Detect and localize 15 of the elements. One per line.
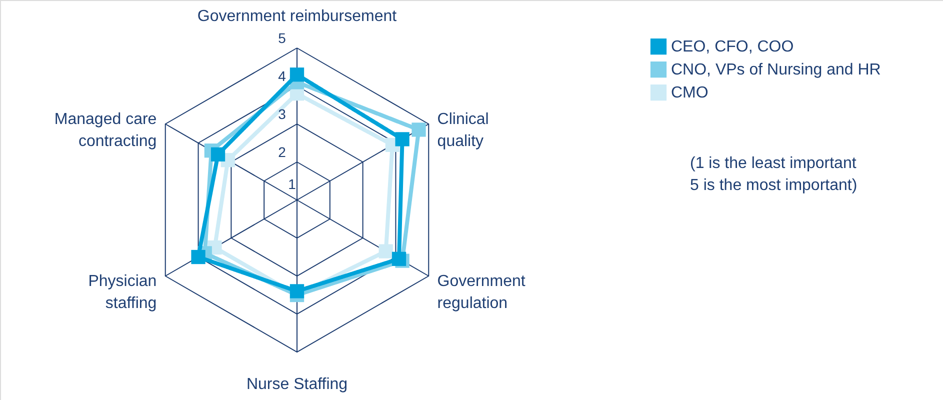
legend-label: CMO [671, 84, 708, 102]
spoke-label: Government reimbursement [197, 8, 398, 25]
spoke-label: Nurse Staffing [246, 376, 348, 393]
y-tick-label: 1 [288, 176, 296, 192]
spoke-label: Managed care contracting [54, 111, 157, 150]
y-tick-label: 4 [278, 68, 286, 84]
y-tick-label: 5 [278, 30, 286, 46]
text: (1 is the least important 5 is the most important) [690, 155, 858, 194]
legend-label: CNO, VPs of Nursing and HR [671, 62, 881, 78]
spoke-label: Physician staffing [88, 273, 157, 312]
spoke-label: Government regulation [437, 273, 526, 312]
spoke-label: Clinical quality [437, 111, 489, 150]
y-tick-label: 3 [278, 106, 286, 122]
legend-label: CEO, CFO, COO [671, 38, 794, 56]
y-tick-label: 2 [278, 144, 286, 160]
